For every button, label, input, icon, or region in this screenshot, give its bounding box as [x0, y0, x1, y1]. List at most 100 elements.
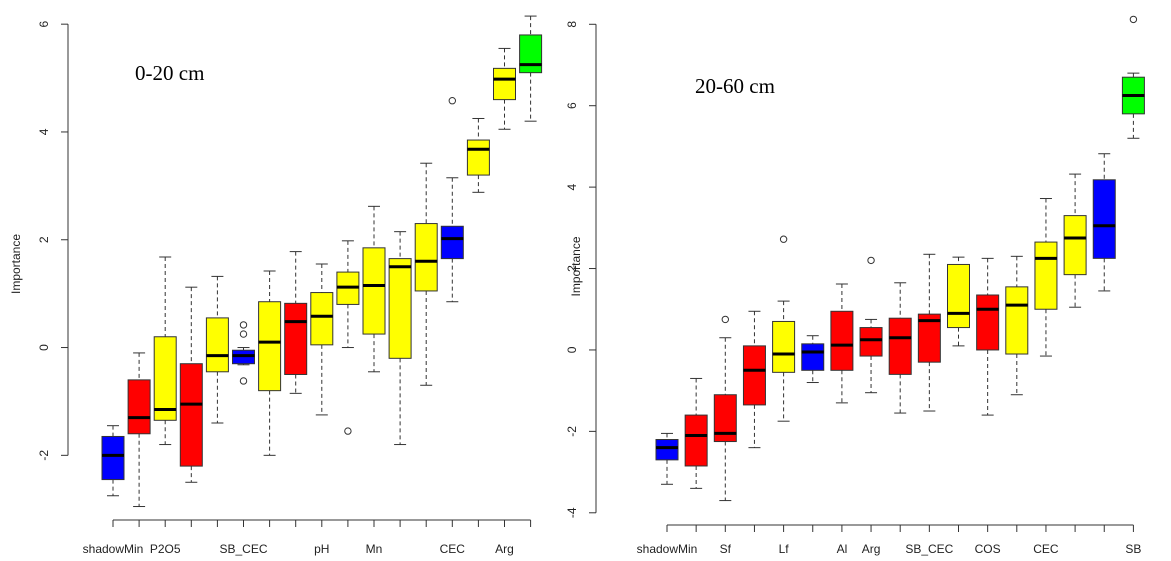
box-body [830, 310, 854, 371]
box-body [742, 345, 766, 406]
box-10 [336, 240, 360, 435]
outlier-point [779, 235, 788, 243]
box-body [205, 317, 229, 373]
box-13 [1005, 255, 1029, 396]
box-body [414, 223, 438, 292]
x-tick-label: SB_CEC [219, 542, 267, 556]
box-11 [947, 256, 970, 347]
box-14 [1034, 198, 1058, 357]
box-6 [232, 321, 255, 385]
box-10 [917, 253, 941, 412]
y-tick-label: 8 [565, 21, 579, 28]
x-tick-label: pH [314, 542, 329, 556]
box-8 [284, 251, 308, 394]
outlier-point [448, 96, 456, 105]
y-tick-label: 2 [37, 236, 51, 243]
box-1 [655, 432, 679, 485]
box-body [153, 336, 177, 421]
y-tick-label: 2 [565, 265, 579, 272]
box-body [101, 435, 125, 481]
y-axis-title: Importance [9, 234, 23, 294]
box-7 [258, 270, 282, 456]
box-body [127, 379, 151, 435]
box-body [684, 414, 708, 467]
y-tick-label: -4 [565, 507, 579, 518]
box-12 [976, 257, 1000, 416]
box-13 [414, 162, 438, 386]
box-16 [1092, 153, 1116, 292]
box-body [888, 317, 912, 375]
box-body [1005, 286, 1029, 355]
box-16 [493, 47, 516, 130]
box-5 [205, 275, 229, 424]
x-tick-label: Arg [495, 542, 514, 556]
y-tick-label: 6 [565, 102, 579, 109]
panel-depth-label: 20-60 cm [695, 74, 775, 98]
box-15 [1063, 173, 1087, 308]
y-tick-label: -2 [565, 426, 579, 437]
box-1 [101, 425, 125, 497]
x-tick-label: SB_CEC [905, 542, 953, 556]
box-body [917, 313, 941, 363]
y-tick-label: -2 [37, 450, 51, 461]
box-body [801, 343, 825, 371]
box-4 [742, 310, 766, 449]
right-panel-20-60cm: -4 -2 0 2 4 6 8 Importance 20-60 cm shadowMin Sf Lf… [565, 15, 1145, 556]
box-4 [179, 286, 203, 483]
box-17 [1121, 15, 1145, 139]
box-2 [684, 377, 708, 489]
box-body [859, 327, 883, 357]
box-2 [127, 352, 151, 508]
box-body [976, 294, 1000, 351]
outlier-point [239, 377, 248, 385]
box-body [519, 34, 543, 74]
left-panel-0-20cm: -2 0 2 4 6 Importance 0-20 cm shadowMin P2O5 SB_C… [9, 15, 543, 556]
box-14 [440, 96, 464, 303]
box-body [1063, 215, 1087, 276]
box-17 [519, 15, 543, 122]
box-body [655, 439, 679, 461]
y-axis-title: Importance [569, 236, 583, 296]
outlier-point [239, 321, 248, 329]
y-tick-label: 6 [37, 21, 51, 28]
box-body [772, 320, 796, 373]
x-tick-label: SB [1125, 542, 1141, 556]
box-12 [388, 231, 412, 446]
box-body [493, 67, 516, 101]
panel-depth-label: 0-20 cm [135, 61, 204, 85]
box-body [1034, 241, 1058, 310]
outlier-point [239, 330, 248, 338]
box-body [179, 363, 203, 467]
box-3 [153, 256, 177, 446]
x-tick-label: Mn [366, 542, 383, 556]
x-tick-label: Sf [720, 542, 732, 556]
box-body [713, 394, 737, 443]
box-body [388, 258, 412, 359]
y-tick-label: 0 [37, 344, 51, 351]
box-body [466, 139, 490, 176]
box-6 [801, 335, 825, 384]
box-body [440, 225, 464, 260]
box-body [284, 302, 308, 375]
box-body [947, 263, 970, 329]
box-11 [362, 205, 386, 373]
box-8 [859, 256, 883, 394]
box-body [258, 301, 282, 392]
x-tick-label: P2O5 [150, 542, 181, 556]
outlier-point [721, 315, 729, 324]
y-tick-label: 0 [565, 346, 579, 353]
y-tick-label: 4 [37, 128, 51, 135]
x-tick-label: CEC [440, 542, 466, 556]
x-tick-label: Arg [862, 542, 881, 556]
box-body [1092, 179, 1116, 259]
outlier-point [1129, 15, 1138, 24]
outlier-point [344, 427, 352, 435]
box-9 [888, 282, 912, 414]
x-tick-label: shadowMin [83, 542, 144, 556]
box-body [310, 292, 334, 346]
box-5 [772, 235, 796, 422]
outlier-point [867, 256, 875, 265]
x-tick-label: CEC [1033, 542, 1059, 556]
x-tick-label: Lf [779, 542, 790, 556]
